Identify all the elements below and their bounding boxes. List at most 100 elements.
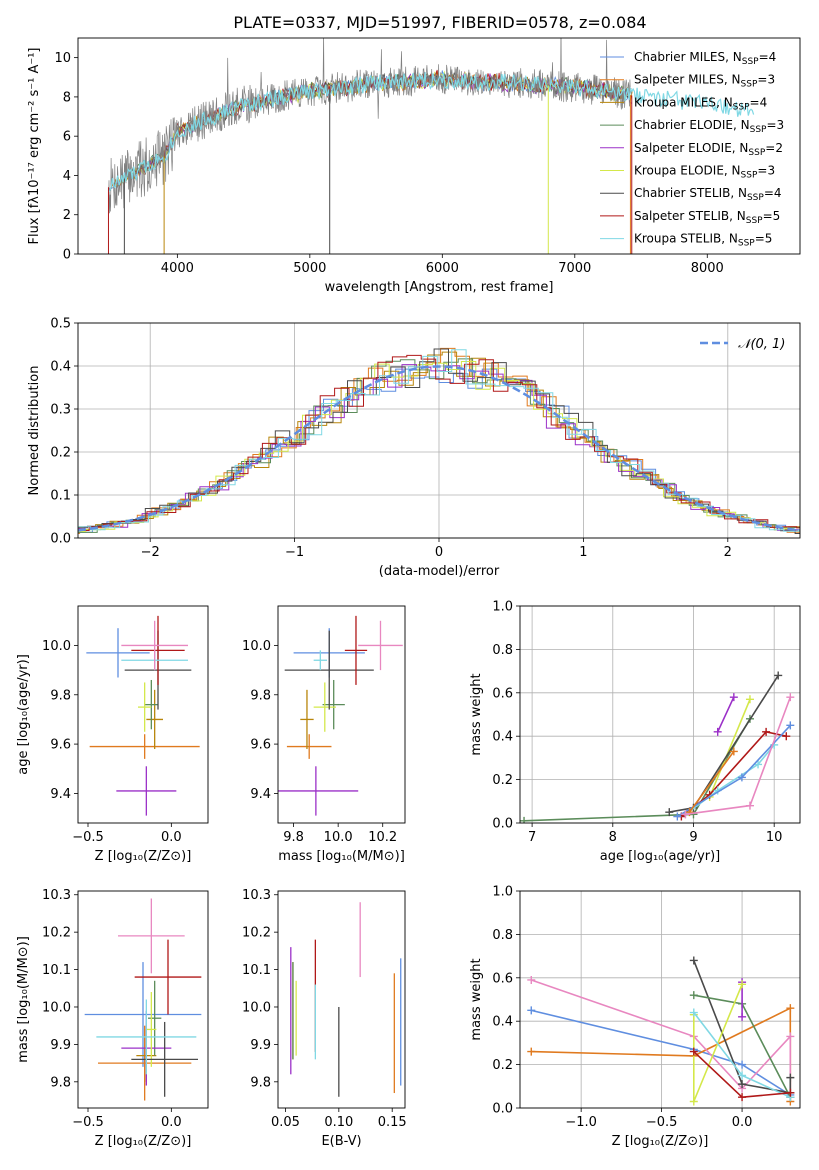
y-tick-label: 9.8 bbox=[250, 688, 271, 703]
legend-label: Chabrier MILES bbox=[634, 50, 725, 64]
y-tick-label: 9.9 bbox=[50, 1038, 71, 1053]
series-point bbox=[681, 810, 690, 819]
y-tick-label: 10.3 bbox=[242, 888, 271, 903]
y-tick-label: 10.0 bbox=[242, 1000, 271, 1015]
y-tick-label: 10.0 bbox=[242, 639, 271, 654]
y-tick-label: 9.4 bbox=[50, 787, 71, 802]
y-tick-label: 2 bbox=[63, 208, 71, 223]
series-point bbox=[737, 773, 746, 782]
chart-mass-weight-vs-Z: −1.0 −0.5 0.0 0.0 0.2 0.4 0.6 0.8 1.0 Z [log₁₀(Z/… bbox=[469, 885, 801, 1149]
y-tick-label: 10 bbox=[54, 51, 71, 66]
series-line bbox=[531, 1009, 791, 1096]
normal-curve bbox=[78, 365, 800, 532]
y-tick-label: 0.0 bbox=[50, 532, 71, 547]
axes-frame bbox=[77, 605, 209, 824]
x-tick-label: 7 bbox=[528, 830, 536, 845]
x-tick-label: 7000 bbox=[558, 261, 591, 276]
series-point bbox=[738, 1093, 747, 1102]
series-point bbox=[673, 812, 682, 821]
series-point bbox=[738, 1012, 747, 1021]
legend-label: Chabrier ELODIE bbox=[634, 118, 733, 132]
x-tick-label: 0.10 bbox=[324, 1115, 353, 1130]
y-tick-label: 10.2 bbox=[42, 926, 71, 941]
legend-entry: Kroupa ELODIE, NSSP=3 bbox=[634, 164, 775, 181]
series-line bbox=[669, 674, 779, 813]
y-axis-label: Normed distribution bbox=[27, 366, 42, 496]
x-tick-label: 4000 bbox=[161, 261, 194, 276]
series-line bbox=[693, 960, 792, 1094]
chart-mass-vs-Z: −0.5 0.0 9.8 9.9 10.0 10.1 10.2 10.3 Z [log₁₀(Z/… bbox=[16, 888, 209, 1149]
histogram-step bbox=[78, 358, 800, 533]
best-model-line bbox=[108, 72, 755, 193]
y-tick-label: 10.2 bbox=[242, 926, 271, 941]
y-tick-label: 0.0 bbox=[492, 817, 513, 832]
legend-nssp: 5 bbox=[773, 209, 781, 223]
legend-nssp: 5 bbox=[765, 232, 773, 246]
plot-area bbox=[520, 671, 795, 823]
legend-label: Kroupa STELIB bbox=[634, 232, 721, 246]
x-tick-label: 10.2 bbox=[368, 830, 397, 845]
x-axis-label: Z [log₁₀(Z/Z⊙)] bbox=[95, 849, 192, 864]
y-tick-label: 4 bbox=[63, 169, 71, 184]
chart-mass-vs-ebv: 0.05 0.10 0.15 9.8 9.9 10.0 10.1 10.2 10.3 E(B-V) bbox=[242, 888, 407, 1149]
x-tick-label: 10 bbox=[766, 830, 783, 845]
series-line bbox=[688, 750, 735, 813]
y-tick-label: 10.1 bbox=[242, 963, 271, 978]
legend-nssp: 2 bbox=[775, 141, 783, 155]
y-axis-label: mass weight bbox=[469, 958, 484, 1040]
legend-nssp: 4 bbox=[760, 95, 768, 109]
series-point bbox=[754, 760, 763, 769]
series-point bbox=[527, 1006, 536, 1015]
y-axis-label: age [log₁₀(age/yr)] bbox=[16, 654, 31, 775]
y-axis-label: mass weight bbox=[469, 673, 484, 755]
x-tick-label: 0 bbox=[435, 545, 443, 560]
series-point bbox=[729, 693, 738, 702]
series-point bbox=[738, 1080, 747, 1089]
y-tick-label: 0.8 bbox=[492, 643, 513, 658]
series-point bbox=[665, 808, 674, 817]
legend-entry: 𝒩(0, 1) bbox=[738, 337, 785, 352]
y-tick-label: 0.6 bbox=[492, 686, 513, 701]
x-tick-label: −0.5 bbox=[646, 1115, 678, 1130]
legend-entry: Salpeter STELIB, NSSP=5 bbox=[634, 209, 780, 226]
series-point bbox=[713, 727, 722, 736]
x-axis-label: age [log₁₀(age/yr)] bbox=[600, 849, 721, 864]
series-point bbox=[689, 1047, 698, 1056]
axes-frame bbox=[77, 890, 209, 1109]
series-point bbox=[762, 727, 771, 736]
x-tick-label: −0.5 bbox=[72, 830, 104, 845]
figure-title: PLATE=0337, MJD=51997, FIBERID=0578, z=0… bbox=[233, 13, 646, 32]
y-tick-label: 1.0 bbox=[492, 885, 513, 900]
series-point bbox=[782, 732, 791, 741]
series-point bbox=[689, 956, 698, 965]
legend-entry: Chabrier MILES, NSSP=4 bbox=[634, 50, 776, 67]
y-tick-label: 0.8 bbox=[492, 928, 513, 943]
y-tick-label: 0.3 bbox=[50, 403, 71, 418]
chart-age-vs-Z: −0.5 0.0 9.4 9.6 9.8 10.0 Z [log₁₀(Z/Z⊙)] age [… bbox=[16, 605, 209, 864]
legend-entry: Kroupa STELIB, NSSP=5 bbox=[634, 232, 772, 249]
x-tick-label: −2 bbox=[141, 545, 160, 560]
histogram-step bbox=[78, 349, 800, 532]
x-tick-label: 2 bbox=[724, 545, 732, 560]
legend-label: Kroupa MILES bbox=[634, 95, 716, 109]
x-tick-label: 0.0 bbox=[732, 1115, 753, 1130]
axes-frame bbox=[277, 890, 406, 1109]
y-tick-label: 0.4 bbox=[492, 730, 513, 745]
x-tick-label: 0.0 bbox=[161, 1115, 182, 1130]
y-tick-label: 9.8 bbox=[50, 688, 71, 703]
x-tick-label: 9.8 bbox=[283, 830, 304, 845]
y-tick-label: 10.0 bbox=[42, 1000, 71, 1015]
legend-entry: Kroupa MILES, NSSP=4 bbox=[634, 95, 767, 112]
series-point bbox=[786, 1032, 795, 1041]
histogram-step bbox=[78, 364, 800, 531]
series-line bbox=[716, 696, 735, 733]
y-tick-label: 1.0 bbox=[492, 600, 513, 615]
series-line bbox=[708, 698, 751, 798]
plot-area bbox=[278, 615, 403, 816]
series-point bbox=[745, 695, 754, 704]
legend-label: Salpeter STELIB bbox=[634, 209, 729, 223]
series-point bbox=[738, 1060, 747, 1069]
chart-residuals: −2 −1 0 1 2 0.0 0.1 0.2 0.3 0.4 0.5 𝒩(0, 1) (data-mo… bbox=[27, 317, 801, 579]
y-tick-label: 9.8 bbox=[250, 1075, 271, 1090]
y-tick-label: 0.5 bbox=[50, 317, 71, 332]
